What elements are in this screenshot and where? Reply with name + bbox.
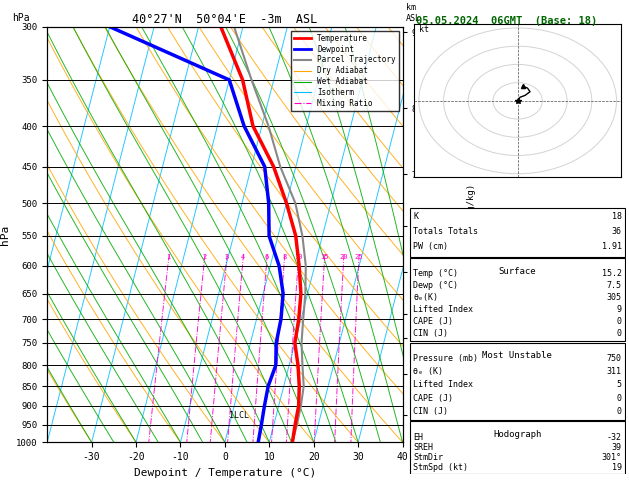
Text: 9: 9 <box>616 305 621 314</box>
Text: SREH: SREH <box>413 443 433 452</box>
Text: 1LCL: 1LCL <box>230 411 249 420</box>
Text: Most Unstable: Most Unstable <box>482 351 552 361</box>
Bar <box>410 208 625 257</box>
Text: 25: 25 <box>355 254 363 260</box>
Text: 4: 4 <box>241 254 245 260</box>
Text: 3: 3 <box>225 254 229 260</box>
Text: EH: EH <box>413 433 423 442</box>
Text: hPa: hPa <box>12 13 30 22</box>
Text: Lifted Index: Lifted Index <box>413 305 473 314</box>
Text: -32: -32 <box>606 433 621 442</box>
Text: Hodograph: Hodograph <box>493 430 542 439</box>
Text: 6: 6 <box>265 254 269 260</box>
Text: 39: 39 <box>611 443 621 452</box>
Bar <box>410 343 625 420</box>
Text: CAPE (J): CAPE (J) <box>413 317 453 326</box>
Text: 05.05.2024  06GMT  (Base: 18): 05.05.2024 06GMT (Base: 18) <box>416 16 598 26</box>
Text: 2: 2 <box>203 254 206 260</box>
Text: 0: 0 <box>616 329 621 338</box>
Text: 311: 311 <box>606 367 621 376</box>
Text: Lifted Index: Lifted Index <box>413 381 473 389</box>
Text: Totals Totals: Totals Totals <box>413 227 478 236</box>
Text: km
ASL: km ASL <box>406 3 421 22</box>
Text: 0: 0 <box>616 407 621 416</box>
Text: CIN (J): CIN (J) <box>413 329 448 338</box>
Text: Pressure (mb): Pressure (mb) <box>413 354 478 363</box>
Bar <box>410 258 625 341</box>
Bar <box>410 421 625 474</box>
Text: 15.2: 15.2 <box>601 269 621 278</box>
Title: 40°27'N  50°04'E  -3m  ASL: 40°27'N 50°04'E -3m ASL <box>132 13 318 26</box>
Text: 20: 20 <box>340 254 348 260</box>
Text: Dewp (°C): Dewp (°C) <box>413 281 458 290</box>
Text: 8: 8 <box>282 254 286 260</box>
Text: 1.91: 1.91 <box>601 242 621 251</box>
Text: 301°: 301° <box>601 453 621 462</box>
Text: CIN (J): CIN (J) <box>413 407 448 416</box>
Text: 7.5: 7.5 <box>606 281 621 290</box>
Text: StmSpd (kt): StmSpd (kt) <box>413 463 468 472</box>
Text: 0: 0 <box>616 317 621 326</box>
Text: kt: kt <box>419 25 429 34</box>
Text: Mixing Ratio (g/kg): Mixing Ratio (g/kg) <box>467 183 476 286</box>
Text: 36: 36 <box>611 227 621 236</box>
Text: K: K <box>413 212 418 221</box>
Text: StmDir: StmDir <box>413 453 443 462</box>
Text: PW (cm): PW (cm) <box>413 242 448 251</box>
Text: 750: 750 <box>606 354 621 363</box>
Legend: Temperature, Dewpoint, Parcel Trajectory, Dry Adiabat, Wet Adiabat, Isotherm, Mi: Temperature, Dewpoint, Parcel Trajectory… <box>291 31 399 111</box>
Text: Temp (°C): Temp (°C) <box>413 269 458 278</box>
Text: 19: 19 <box>611 463 621 472</box>
Text: 10: 10 <box>294 254 303 260</box>
Text: 305: 305 <box>606 293 621 302</box>
Text: Surface: Surface <box>499 267 536 276</box>
Text: θₑ (K): θₑ (K) <box>413 367 443 376</box>
X-axis label: Dewpoint / Temperature (°C): Dewpoint / Temperature (°C) <box>134 468 316 478</box>
Text: 1: 1 <box>166 254 170 260</box>
Text: CAPE (J): CAPE (J) <box>413 394 453 402</box>
Text: 15: 15 <box>320 254 329 260</box>
Text: 5: 5 <box>616 381 621 389</box>
Text: 0: 0 <box>616 394 621 402</box>
Text: θₑ(K): θₑ(K) <box>413 293 438 302</box>
Text: 18: 18 <box>611 212 621 221</box>
Y-axis label: hPa: hPa <box>1 225 11 244</box>
